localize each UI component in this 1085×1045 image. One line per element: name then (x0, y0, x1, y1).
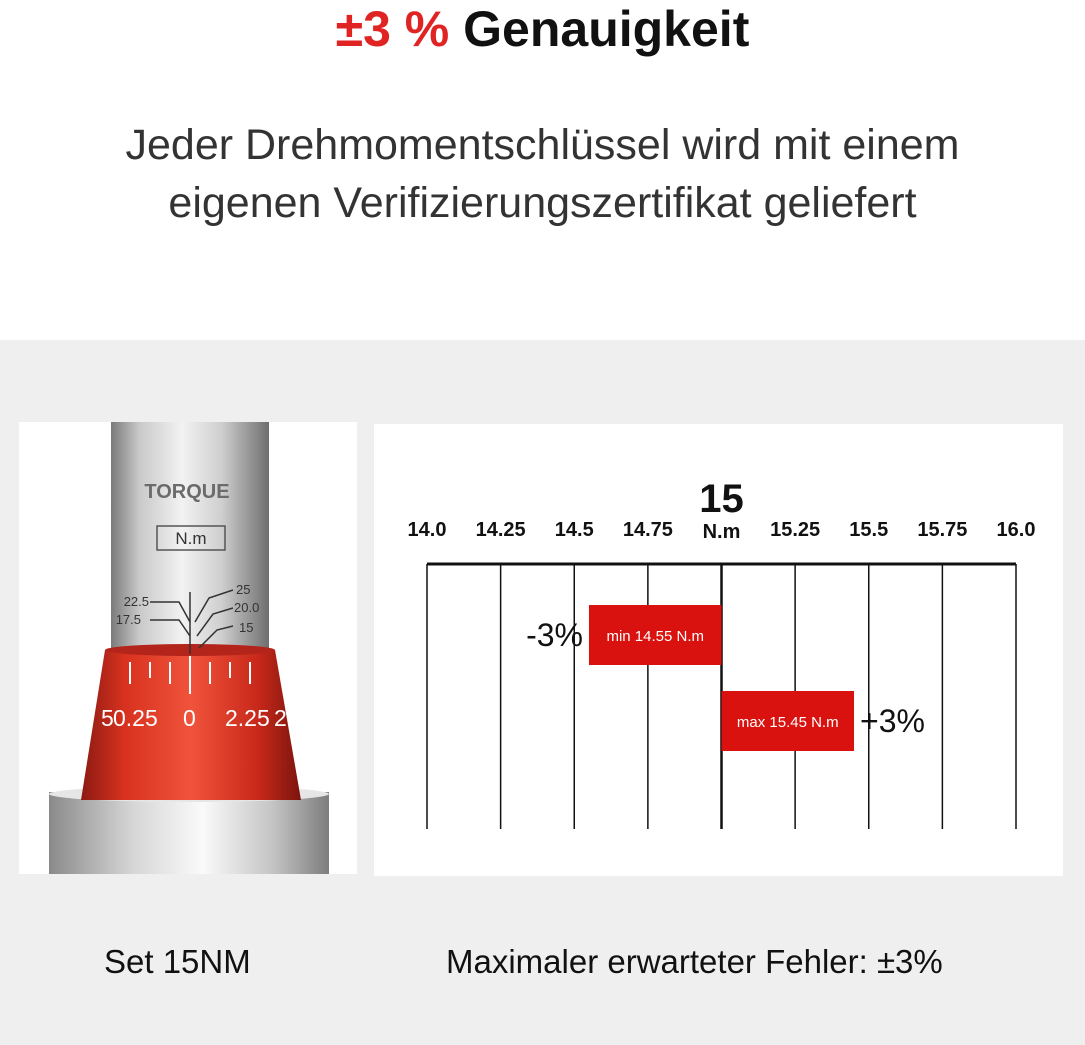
x-tick-label: 16.0 (997, 519, 1036, 541)
center-unit-label: N.m (703, 521, 741, 543)
torque-wrench-photo: TORQUE N.m 22.5 17.5 25 20.0 15 5 0.25 0… (19, 422, 357, 874)
scale-label-22-5: 22.5 (124, 594, 149, 609)
photo-brand-text: TORQUE (144, 481, 229, 503)
x-tick-label: 14.25 (476, 519, 526, 541)
tolerance-bar (721, 691, 855, 751)
scale-label-25: 25 (236, 582, 250, 597)
subtitle-line-1: Jeder Drehmomentschlüssel wird mit einem (125, 121, 960, 169)
scale-label-15: 15 (239, 620, 253, 635)
x-tick-label: 15.5 (849, 519, 888, 541)
x-tick-label: 15.25 (770, 519, 820, 541)
dial-label-5: 5 (101, 705, 114, 731)
bar-label: min 14.55 N.m (606, 628, 704, 645)
page-title: ±3 % Genauigkeit (0, 0, 1085, 60)
wrench-illustration: TORQUE N.m 22.5 17.5 25 20.0 15 5 0.25 0… (49, 422, 329, 874)
scale-label-17-5: 17.5 (116, 612, 141, 627)
center-value-label: 15 (699, 477, 744, 521)
scale-label-20: 20.0 (234, 600, 259, 615)
unit-box (156, 525, 226, 551)
x-tick-label: 14.0 (408, 519, 447, 541)
percent-label: +3% (860, 703, 925, 739)
photo-unit-text: N.m (175, 529, 206, 548)
x-tick-label: 15.75 (917, 519, 967, 541)
shaft-scale (150, 589, 234, 654)
dial-label-2-25: 2.25 (225, 705, 270, 731)
dial-label-2: 2 (274, 705, 287, 731)
collar-ticks (129, 656, 251, 694)
title-accent: ±3 % (335, 1, 450, 57)
bar-label: max 15.45 N.m (737, 714, 839, 731)
dial-label-0: 0 (183, 705, 196, 731)
wrench-base (49, 792, 329, 874)
title-main: Genauigkeit (463, 1, 750, 57)
percent-label: -3% (526, 617, 583, 653)
tolerance-chart: 14.0 14.25 14.5 14.75 15.25 15.5 15.75 16.0 15N.… (408, 477, 1036, 829)
caption-max-error: Maximaler erwarteter Fehler: ±3% (446, 943, 943, 980)
subtitle-line-2: eigenen Verifizierungszertifikat geliefe… (168, 179, 917, 227)
subtitle: Jeder Drehmomentschlüssel wird mit einem… (0, 116, 1085, 232)
dial-label-0-25: 0.25 (113, 705, 158, 731)
caption-set: Set 15NM (104, 943, 251, 980)
red-collar (81, 650, 301, 800)
x-tick-label: 14.5 (555, 519, 594, 541)
tolerance-bar (588, 605, 722, 665)
x-tick-label: 14.75 (623, 519, 673, 541)
tolerance-chart-card: 14.0 14.25 14.5 14.75 15.25 15.5 15.75 16.0 15 N.… (374, 424, 1063, 876)
